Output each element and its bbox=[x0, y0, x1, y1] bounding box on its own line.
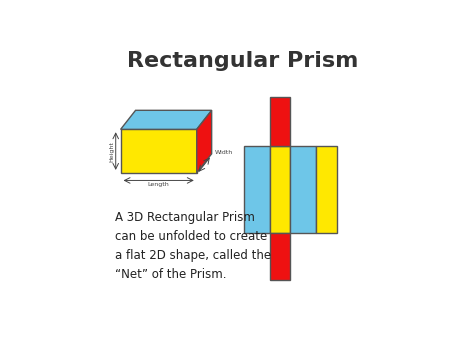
Text: Width: Width bbox=[214, 150, 233, 155]
Bar bbox=[270, 97, 291, 146]
Text: Rectangular Prism: Rectangular Prism bbox=[127, 50, 359, 71]
Bar bbox=[270, 233, 291, 280]
Polygon shape bbox=[197, 110, 212, 173]
Polygon shape bbox=[120, 129, 197, 173]
Bar bbox=[270, 146, 291, 233]
Text: Length: Length bbox=[148, 182, 170, 187]
Text: A 3D Rectangular Prism
can be unfolded to create
a flat 2D shape, called the
“Ne: A 3D Rectangular Prism can be unfolded t… bbox=[115, 211, 271, 281]
Bar bbox=[316, 146, 337, 233]
Polygon shape bbox=[120, 110, 212, 129]
Bar bbox=[244, 146, 270, 233]
Text: Height: Height bbox=[109, 140, 114, 162]
Bar bbox=[291, 146, 316, 233]
